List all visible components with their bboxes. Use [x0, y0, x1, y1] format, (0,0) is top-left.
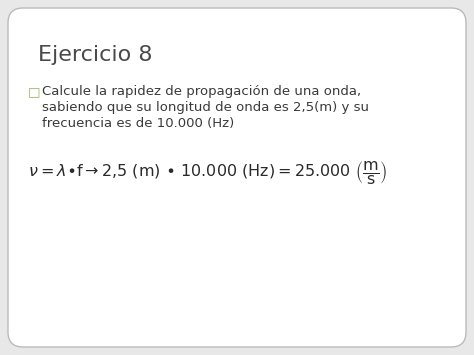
Text: Calcule la rapidez de propagación de una onda,: Calcule la rapidez de propagación de una…: [42, 85, 361, 98]
Text: $\nu = \lambda\mathsf{\bullet f} \rightarrow 2{,}5\ \mathsf{(m)}\ \mathsf{\bulle: $\nu = \lambda\mathsf{\bullet f} \righta…: [28, 159, 388, 186]
Text: frecuencia es de 10.000 (Hz): frecuencia es de 10.000 (Hz): [42, 117, 234, 130]
FancyBboxPatch shape: [8, 8, 466, 347]
Text: Ejercicio 8: Ejercicio 8: [38, 45, 153, 65]
Text: □: □: [28, 85, 40, 98]
Text: sabiendo que su longitud de onda es 2,5(m) y su: sabiendo que su longitud de onda es 2,5(…: [42, 101, 369, 114]
